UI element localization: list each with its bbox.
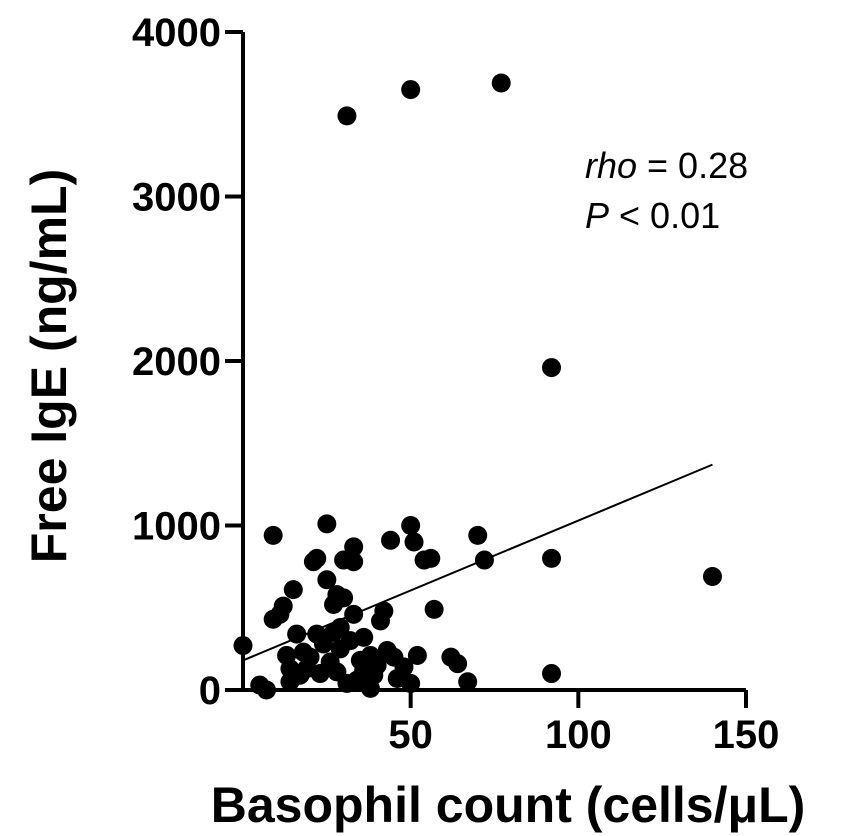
data-point [277,645,297,665]
data-point [702,566,722,586]
data-point [384,647,404,667]
data-point [350,650,370,670]
y-tick-label: 3000 [132,176,221,220]
y-axis-title: Free IgE (ng/mL) [21,169,77,563]
x-ticks: 50 100 150 [388,690,779,757]
data-point [233,636,253,656]
data-point [424,599,444,619]
data-point [468,525,488,545]
data-point [250,675,270,695]
data-point [387,668,407,688]
y-tick-label: 0 [199,669,221,713]
data-point [337,106,357,126]
data-point [344,604,364,624]
data-point [404,532,424,552]
data-point [263,609,283,629]
data-point [474,550,494,570]
stat-rho-name: rho [585,145,637,186]
data-point [317,514,337,534]
axes [241,32,746,692]
data-point [263,525,283,545]
data-point [287,624,307,644]
data-point [381,530,401,550]
data-point [324,594,344,614]
stat-rho-value: = 0.28 [637,145,748,186]
y-tick-label: 2000 [132,340,221,384]
data-point [542,548,562,568]
data-point [542,664,562,684]
y-ticks: 0 1000 2000 3000 4000 [132,11,243,713]
data-point [330,617,350,637]
data-point [414,550,434,570]
data-point [370,611,390,631]
x-tick-label: 100 [545,713,612,757]
x-tick-label: 50 [388,713,433,757]
stat-rho-annotation: rho = 0.28 [585,145,748,186]
data-point [334,550,354,570]
data-point [448,654,468,674]
data-point [303,552,323,572]
y-tick-label: 4000 [132,11,221,55]
data-point [344,537,364,557]
x-tick-label: 150 [713,713,780,757]
data-point [307,624,327,644]
stat-p-value: < 0.01 [609,195,720,236]
data-points [233,73,722,700]
data-point [491,73,511,93]
data-point [317,570,337,590]
data-point [407,645,427,665]
stat-p-name: P [585,195,609,236]
data-point [401,516,421,535]
data-point [401,80,421,100]
data-point [354,627,374,647]
data-point [280,672,300,692]
stat-p-annotation: P < 0.01 [585,195,720,236]
data-point [330,639,350,659]
x-axis-title: Basophil count (cells/μL) [211,777,806,833]
data-point [542,358,562,378]
y-tick-label: 1000 [132,505,221,549]
data-point [293,642,313,662]
data-point [360,678,380,698]
data-point [458,672,478,692]
data-point [283,580,303,600]
